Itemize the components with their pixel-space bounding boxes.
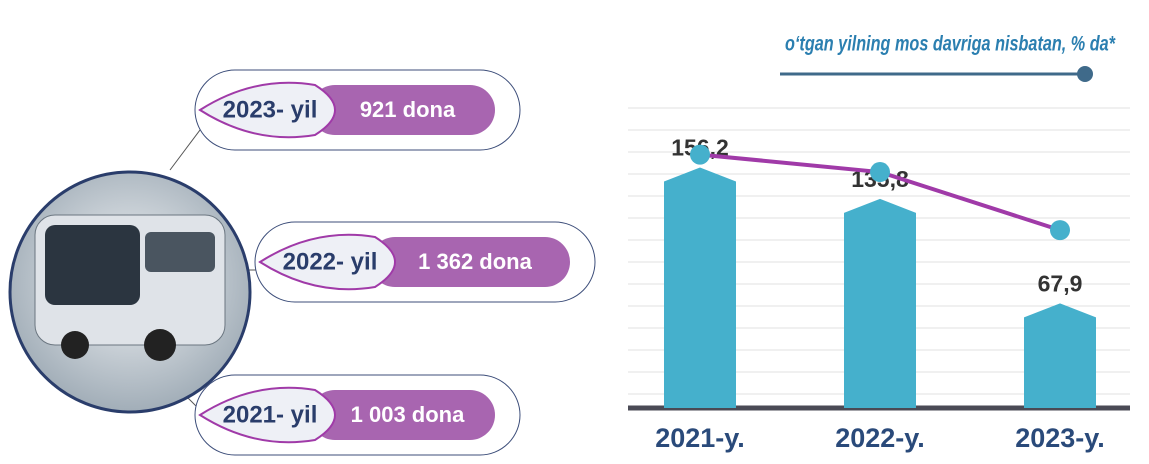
bar — [1024, 303, 1096, 408]
line-marker — [870, 162, 890, 182]
line-marker — [690, 145, 710, 165]
bar — [664, 167, 736, 408]
year-pill: 2023- yil 921 dona — [195, 70, 520, 150]
value-label: 67,9 — [1038, 271, 1083, 297]
year-pill: 2021- yil 1 003 dona — [195, 375, 520, 455]
line-marker — [1050, 220, 1070, 240]
bar — [844, 199, 916, 408]
count-label: 1 362 dona — [418, 249, 532, 274]
year-label: 2021- yil — [223, 401, 318, 428]
legend-text: o‘tgan yilning mos davriga nisbatan, % d… — [785, 33, 1116, 56]
x-tick-label: 2023-y. — [1015, 423, 1105, 453]
bus-picture — [10, 110, 275, 415]
x-tick-label: 2021-y. — [655, 423, 745, 453]
count-label: 1 003 dona — [351, 402, 465, 427]
year-label: 2022- yil — [283, 248, 378, 275]
legend: o‘tgan yilning mos davriga nisbatan, % d… — [780, 33, 1116, 82]
count-label: 921 dona — [360, 97, 456, 122]
year-pill: 2022- yil 1 362 dona — [255, 222, 595, 302]
infographic: 2023- yil 921 dona 2022- yil 1 362 dona 2021… — [0, 0, 1149, 464]
year-label: 2023- yil — [223, 96, 318, 123]
x-tick-label: 2022-y. — [835, 423, 925, 453]
